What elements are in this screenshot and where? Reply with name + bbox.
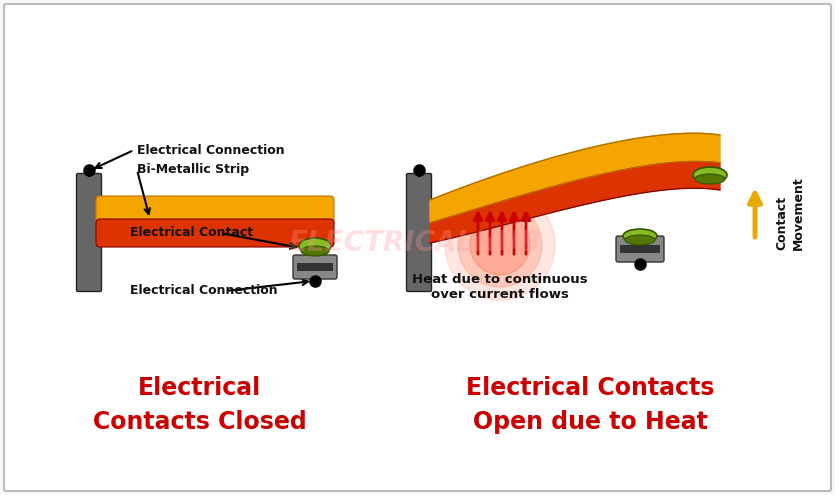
- FancyBboxPatch shape: [616, 236, 664, 262]
- FancyBboxPatch shape: [77, 174, 102, 292]
- Text: Heat due to continuous
over current flows: Heat due to continuous over current flow…: [412, 273, 588, 301]
- Text: Electrical Connection: Electrical Connection: [137, 144, 285, 156]
- Ellipse shape: [693, 167, 727, 183]
- Ellipse shape: [695, 174, 725, 184]
- FancyBboxPatch shape: [96, 196, 334, 227]
- Circle shape: [445, 190, 555, 300]
- Text: Contact
Movement: Contact Movement: [775, 176, 805, 250]
- FancyBboxPatch shape: [293, 255, 337, 279]
- Ellipse shape: [625, 235, 655, 245]
- Polygon shape: [430, 161, 720, 243]
- Circle shape: [470, 215, 530, 275]
- Ellipse shape: [623, 229, 657, 243]
- Ellipse shape: [301, 246, 329, 256]
- Text: Electrical Connection: Electrical Connection: [130, 285, 277, 297]
- FancyBboxPatch shape: [407, 174, 432, 292]
- Polygon shape: [430, 133, 720, 223]
- Text: Electrical Contacts
Open due to Heat: Electrical Contacts Open due to Heat: [466, 376, 714, 434]
- Bar: [620, 245, 660, 253]
- Bar: [297, 263, 333, 271]
- Text: Electrical
Contacts Closed: Electrical Contacts Closed: [94, 376, 307, 434]
- Circle shape: [458, 203, 542, 287]
- FancyBboxPatch shape: [4, 4, 831, 491]
- Ellipse shape: [299, 238, 331, 254]
- Text: ELECTRICALHUB: ELECTRICALHUB: [289, 229, 542, 257]
- FancyBboxPatch shape: [96, 219, 334, 247]
- Text: Bi-Metallic Strip: Bi-Metallic Strip: [137, 163, 249, 177]
- Text: Electrical Contact: Electrical Contact: [130, 227, 253, 240]
